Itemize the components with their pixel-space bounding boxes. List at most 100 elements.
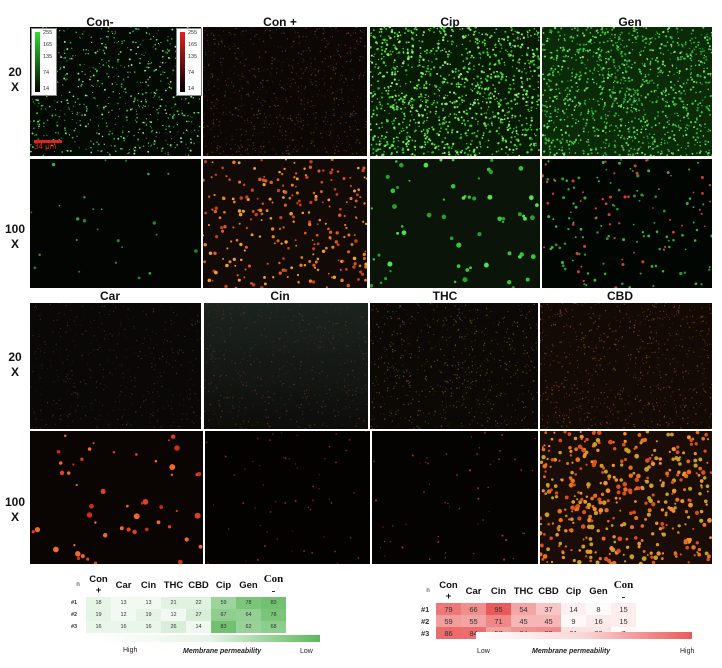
cell-dot	[278, 139, 280, 141]
cell-dot	[123, 409, 125, 411]
cell-dot	[198, 136, 200, 137]
cell-dot	[696, 141, 699, 144]
cell-dot	[475, 146, 479, 149]
cell-dot	[701, 48, 704, 50]
cell-dot	[302, 50, 305, 52]
cell-dot	[277, 46, 279, 48]
cell-dot	[602, 80, 605, 83]
cell-dot	[356, 49, 358, 51]
cell-dot	[330, 77, 332, 79]
cell-dot	[575, 118, 577, 121]
cell-dot	[595, 82, 598, 85]
cell-dot	[564, 131, 568, 134]
cell-dot	[280, 172, 284, 176]
cell-dot	[68, 108, 71, 110]
cell-dot	[261, 331, 262, 333]
cell-dot	[394, 89, 396, 92]
cell-dot	[297, 52, 300, 54]
cell-dot	[177, 426, 179, 428]
cell-dot	[270, 37, 272, 39]
cell-dot	[165, 62, 167, 64]
cell-dot	[705, 140, 707, 142]
cell-dot	[189, 389, 191, 391]
cell-dot	[542, 27, 544, 29]
cell-dot	[558, 92, 561, 94]
cell-dot	[592, 98, 595, 100]
cell-dot	[181, 113, 183, 115]
cell-dot	[695, 91, 697, 94]
cell-dot	[165, 125, 167, 127]
cell-dot	[311, 322, 313, 324]
cell-dot	[440, 127, 442, 130]
cell-dot	[585, 284, 588, 287]
cell-dot	[271, 346, 273, 348]
cell-dot	[186, 418, 188, 420]
cell-dot	[145, 100, 148, 103]
cell-dot	[619, 34, 621, 36]
cell-dot	[426, 141, 429, 144]
cell-dot	[579, 113, 582, 116]
cell-dot	[601, 98, 604, 101]
cell-dot	[51, 113, 53, 115]
cell-dot	[334, 149, 337, 151]
cell-dot	[165, 152, 167, 154]
cell-dot	[339, 207, 342, 211]
cell-dot	[328, 134, 330, 136]
cell-dot	[694, 64, 697, 67]
cell-dot	[429, 27, 432, 30]
cell-dot	[30, 43, 31, 45]
cell-dot	[241, 51, 243, 53]
cell-dot	[204, 387, 206, 389]
cell-dot	[458, 111, 461, 114]
cell-dot	[564, 55, 566, 58]
cell-dot	[161, 338, 163, 340]
cell-dot	[709, 75, 712, 77]
cell-dot	[465, 268, 470, 272]
cell-dot	[390, 153, 393, 156]
cell-dot	[476, 90, 480, 93]
cell-dot	[362, 56, 364, 58]
cell-dot	[481, 33, 484, 36]
cell-dot	[232, 398, 234, 400]
cell-dot	[254, 35, 256, 38]
cell-dot	[489, 63, 491, 65]
cell-dot	[100, 208, 103, 211]
cell-dot	[458, 73, 461, 77]
cell-dot	[133, 134, 135, 137]
cell-dot	[197, 315, 199, 317]
cell-dot	[575, 73, 578, 76]
cell-dot	[627, 153, 630, 156]
cell-dot	[600, 91, 603, 95]
cell-dot	[419, 52, 422, 54]
cell-dot	[246, 93, 248, 95]
cell-dot	[684, 130, 687, 132]
cell-dot	[168, 390, 170, 392]
cell-dot	[404, 98, 406, 100]
cell-dot	[56, 124, 59, 127]
cell-dot	[605, 138, 608, 141]
cell-dot	[505, 152, 507, 154]
cell-dot	[269, 216, 273, 220]
cell-dot	[137, 276, 141, 280]
cell-dot	[128, 152, 130, 154]
cell-dot	[585, 140, 588, 143]
cell-dot	[618, 114, 620, 117]
cell-dot	[380, 31, 383, 33]
cell-dot	[129, 321, 131, 323]
cell-dot	[190, 121, 193, 123]
cell-dot	[128, 149, 131, 151]
cell-dot	[165, 105, 167, 107]
cell-dot	[664, 89, 667, 92]
cell-dot	[166, 87, 168, 89]
cell-dot	[123, 39, 126, 42]
cell-dot	[691, 37, 693, 40]
cell-dot	[442, 77, 445, 80]
cell-dot	[233, 43, 235, 45]
cell-dot	[169, 131, 172, 133]
cell-dot	[306, 148, 308, 150]
cell-dot	[633, 251, 635, 254]
cell-dot	[324, 57, 326, 60]
cell-dot	[278, 261, 281, 265]
cell-dot	[338, 137, 340, 139]
cell-dot	[641, 39, 645, 42]
